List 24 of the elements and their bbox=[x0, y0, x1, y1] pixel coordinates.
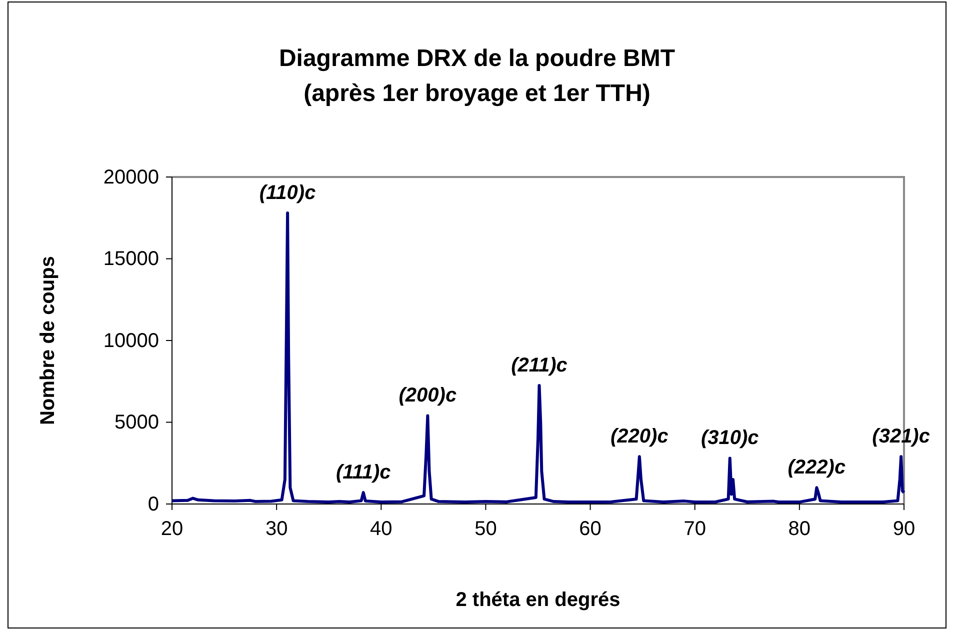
annotation: (310)c bbox=[700, 427, 759, 450]
y-tick-label: 0 bbox=[148, 493, 159, 516]
x-axis-title: 2 théta en degrés bbox=[456, 589, 620, 611]
chart-title: Diagramme DRX de la poudre BMT (après 1er broyage et 1er TTH) bbox=[278, 45, 676, 107]
y-tick-label: 10000 bbox=[103, 330, 159, 352]
x-tick-label: 40 bbox=[370, 518, 392, 540]
y-tick-label: 15000 bbox=[103, 248, 159, 270]
x-tick-label: 90 bbox=[892, 518, 916, 540]
annotation: (110)c bbox=[259, 182, 316, 204]
y-tick-label: 5000 bbox=[114, 412, 159, 434]
x-tick-label: 70 bbox=[684, 518, 706, 540]
annotation: (222)c bbox=[788, 456, 846, 479]
x-tick-label: 30 bbox=[265, 518, 288, 540]
annotation: (211)c bbox=[511, 354, 568, 376]
annotation: (321)c bbox=[872, 426, 930, 448]
x-tick-label: 20 bbox=[160, 518, 184, 540]
y-axis-title: Nombre de coups bbox=[37, 256, 59, 425]
x-tick-label: 60 bbox=[579, 518, 602, 540]
annotation: (220)c bbox=[610, 426, 668, 448]
y-tick-label: 20000 bbox=[103, 166, 159, 188]
annotation: (111)c bbox=[336, 462, 391, 484]
x-tick-label: 50 bbox=[474, 518, 497, 540]
annotation: (200)c bbox=[398, 384, 457, 407]
x-tick-label: 80 bbox=[788, 518, 811, 540]
